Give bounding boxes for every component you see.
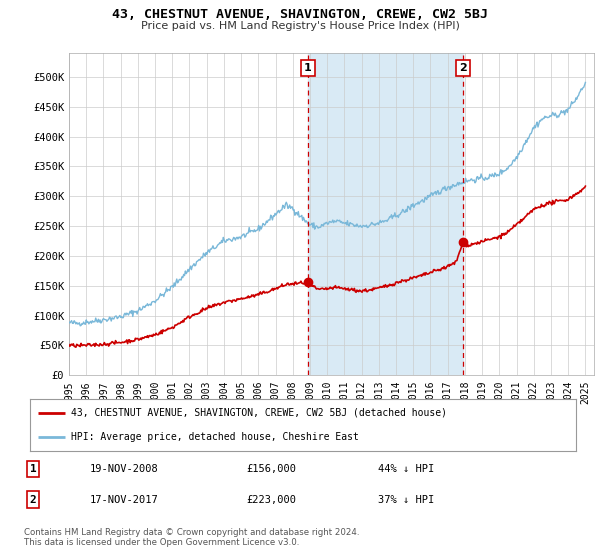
Text: 1: 1 [304,63,312,73]
Text: 1: 1 [29,464,37,474]
Text: HPI: Average price, detached house, Cheshire East: HPI: Average price, detached house, Ches… [71,432,359,442]
Text: 2: 2 [29,494,37,505]
Text: 43, CHESTNUT AVENUE, SHAVINGTON, CREWE, CW2 5BJ: 43, CHESTNUT AVENUE, SHAVINGTON, CREWE, … [112,8,488,21]
Text: 43, CHESTNUT AVENUE, SHAVINGTON, CREWE, CW2 5BJ (detached house): 43, CHESTNUT AVENUE, SHAVINGTON, CREWE, … [71,408,447,418]
Text: Contains HM Land Registry data © Crown copyright and database right 2024.
This d: Contains HM Land Registry data © Crown c… [24,528,359,547]
Text: £223,000: £223,000 [246,494,296,505]
Text: 17-NOV-2017: 17-NOV-2017 [90,494,159,505]
Text: £156,000: £156,000 [246,464,296,474]
Text: 37% ↓ HPI: 37% ↓ HPI [378,494,434,505]
Bar [308,53,463,375]
Text: 2: 2 [459,63,467,73]
Text: 44% ↓ HPI: 44% ↓ HPI [378,464,434,474]
Text: 19-NOV-2008: 19-NOV-2008 [90,464,159,474]
Text: Price paid vs. HM Land Registry's House Price Index (HPI): Price paid vs. HM Land Registry's House … [140,21,460,31]
